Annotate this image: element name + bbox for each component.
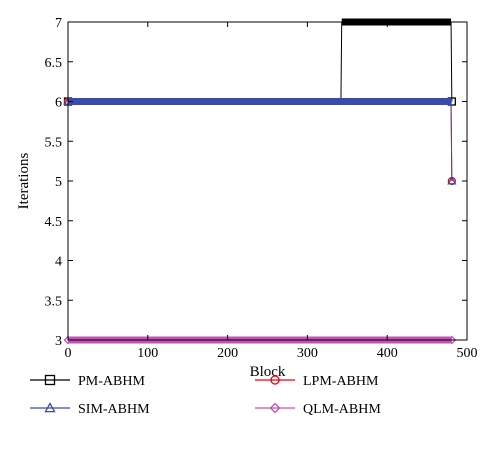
y-tick-label: 6.5 — [45, 56, 63, 71]
lpm-abhm-line — [68, 101, 453, 182]
x-tick-label: 500 — [457, 346, 478, 361]
pm-abhm-line — [68, 21, 453, 102]
legend-label: SIM-ABHM — [78, 402, 150, 417]
legend-marker — [44, 402, 56, 413]
x-tick-label: 300 — [297, 346, 318, 361]
legend-label: PM-ABHM — [78, 374, 145, 389]
y-tick-label: 3.5 — [45, 294, 63, 309]
legend-item: LPM-ABHM — [255, 374, 379, 389]
x-axis-label: Block — [250, 364, 286, 380]
x-tick-label: 0 — [65, 346, 72, 361]
series-pm-abhm — [63, 18, 456, 106]
series-lpm-abhm — [63, 97, 456, 186]
qlm-abhm-marker — [447, 335, 457, 345]
y-tick-label: 3 — [55, 334, 62, 349]
qlm-abhm-marker — [63, 335, 73, 345]
x-tick-label: 100 — [137, 346, 158, 361]
y-tick-label: 7 — [55, 16, 62, 31]
y-tick-label: 4.5 — [45, 215, 63, 230]
plot-frame — [67, 21, 468, 341]
x-tick-label: 200 — [217, 346, 238, 361]
series-sim-abhm — [63, 96, 457, 185]
legend-marker — [44, 374, 56, 386]
legend-item: PM-ABHM — [30, 374, 145, 389]
legend-marker — [270, 375, 280, 385]
axis-ticks: 0 100 200 300 400 500 3 3.5 4 4.5 5 5.5 6 6.5 7 — [45, 16, 478, 361]
y-tick-label: 4 — [55, 255, 62, 270]
y-axis-label: Iterations — [16, 153, 32, 210]
x-tick-label: 400 — [377, 346, 398, 361]
legend-item: SIM-ABHM — [30, 402, 150, 417]
y-tick-label: 5.5 — [45, 135, 63, 150]
legend-label: QLM-ABHM — [303, 402, 381, 417]
legend: PM-ABHM LPM-ABHM SIM-ABHM QLM-ABHM — [30, 374, 381, 417]
y-tick-label: 6 — [55, 96, 62, 111]
plot-marks — [63, 18, 457, 345]
sim-abhm-marker — [447, 176, 457, 185]
legend-item: QLM-ABHM — [255, 402, 381, 417]
legend-marker — [269, 402, 281, 414]
legend-label: LPM-ABHM — [303, 374, 379, 389]
sim-abhm-line — [68, 101, 453, 182]
y-tick-label: 5 — [55, 175, 62, 190]
